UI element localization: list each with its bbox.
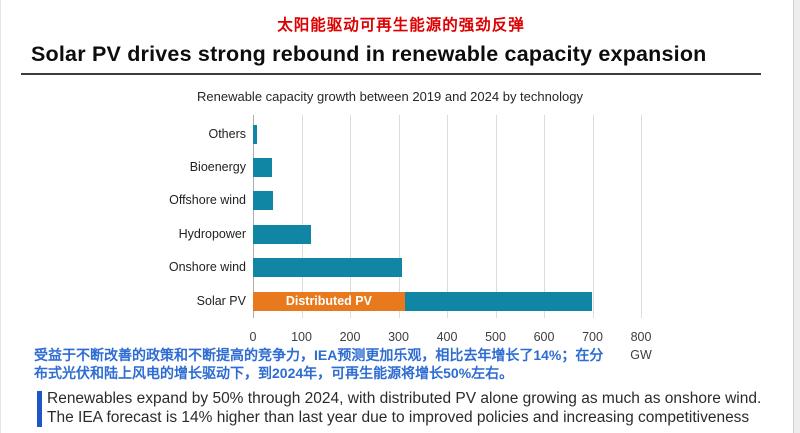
- chinese-note-line-1: 受益于不断改善的政策和不断提高的竞争力，IEA预测更加乐观，相比去年增长了14%…: [34, 347, 604, 363]
- bar-row-solar-pv: Solar PV Distributed PV: [111, 291, 691, 311]
- x-tick-800: 800: [630, 330, 652, 344]
- category-label: Offshore wind: [169, 193, 246, 208]
- bar-segment-distributed-pv: Distributed PV: [253, 291, 405, 311]
- category-label: Others: [208, 126, 246, 141]
- english-note-line-2: The IEA forecast is 14% higher than last…: [47, 409, 750, 426]
- x-tick-400: 400: [436, 330, 458, 344]
- category-label: Onshore wind: [168, 260, 246, 275]
- category-label: Bioenergy: [189, 159, 246, 174]
- english-note-line-1: Renewables expand by 50% through 2024, w…: [47, 390, 762, 407]
- gridline-800: [641, 115, 642, 318]
- category-label: Hydropower: [178, 226, 246, 241]
- category-label: Solar PV: [196, 293, 246, 308]
- bar-row-bioenergy: Bioenergy: [111, 157, 691, 177]
- note-accent-bar: [37, 391, 42, 427]
- chinese-note-line-2: 布式光伏和陆上风电的增长驱动下，到2024年，可再生能源将增长50%左右。: [34, 364, 514, 381]
- distributed-pv-label: Distributed PV: [285, 293, 372, 308]
- gridline-300: [398, 115, 400, 318]
- bar-row-hydropower: Hydropower: [111, 224, 691, 244]
- x-tick-200: 200: [339, 330, 361, 344]
- gridline-700: [592, 115, 594, 318]
- gridline-200: [350, 115, 351, 318]
- bar-row-onshore-wind: Onshore wind: [111, 258, 691, 278]
- bar-segment: [253, 157, 273, 177]
- bar-segment-solar-pv-rest: [404, 291, 592, 311]
- gridline-600: [544, 115, 545, 318]
- bar-row-offshore-wind: Offshore wind: [111, 191, 691, 211]
- x-tick-700: 700: [582, 330, 603, 344]
- gridline-100: [301, 115, 303, 318]
- english-note-text: Renewables expand by 50% through 2024, w…: [47, 389, 777, 427]
- x-tick-500: 500: [485, 330, 506, 344]
- page-title: Solar PV drives strong rebound in renewa…: [31, 42, 707, 66]
- x-tick-600: 600: [533, 330, 555, 344]
- bar-segment: [253, 124, 257, 144]
- axis-unit-label: GW: [630, 348, 652, 362]
- bar-segment: [253, 258, 403, 278]
- bar-segment: [253, 191, 274, 211]
- plot-area: 0 100 200 300 400 500 600 700 800 GW Others Bioener…: [111, 115, 691, 370]
- chinese-note: 受益于不断改善的政策和不断提高的竞争力，IEA预测更加乐观，相比去年增长了14%…: [34, 347, 664, 382]
- gridline-0: [253, 115, 254, 318]
- gridline-500: [495, 115, 497, 318]
- title-divider: [21, 73, 761, 75]
- bar-row-others: Others: [111, 124, 691, 144]
- chart-title: Renewable capacity growth between 2019 a…: [197, 89, 583, 104]
- page-right-edge: [793, 0, 800, 433]
- x-tick-100: 100: [291, 330, 312, 344]
- x-tick-0: 0: [249, 330, 257, 344]
- chinese-subtitle: 太阳能驱动可再生能源的强劲反弹: [277, 17, 525, 34]
- x-tick-300: 300: [388, 330, 409, 344]
- gridline-400: [447, 115, 448, 318]
- bar-segment: [253, 224, 312, 244]
